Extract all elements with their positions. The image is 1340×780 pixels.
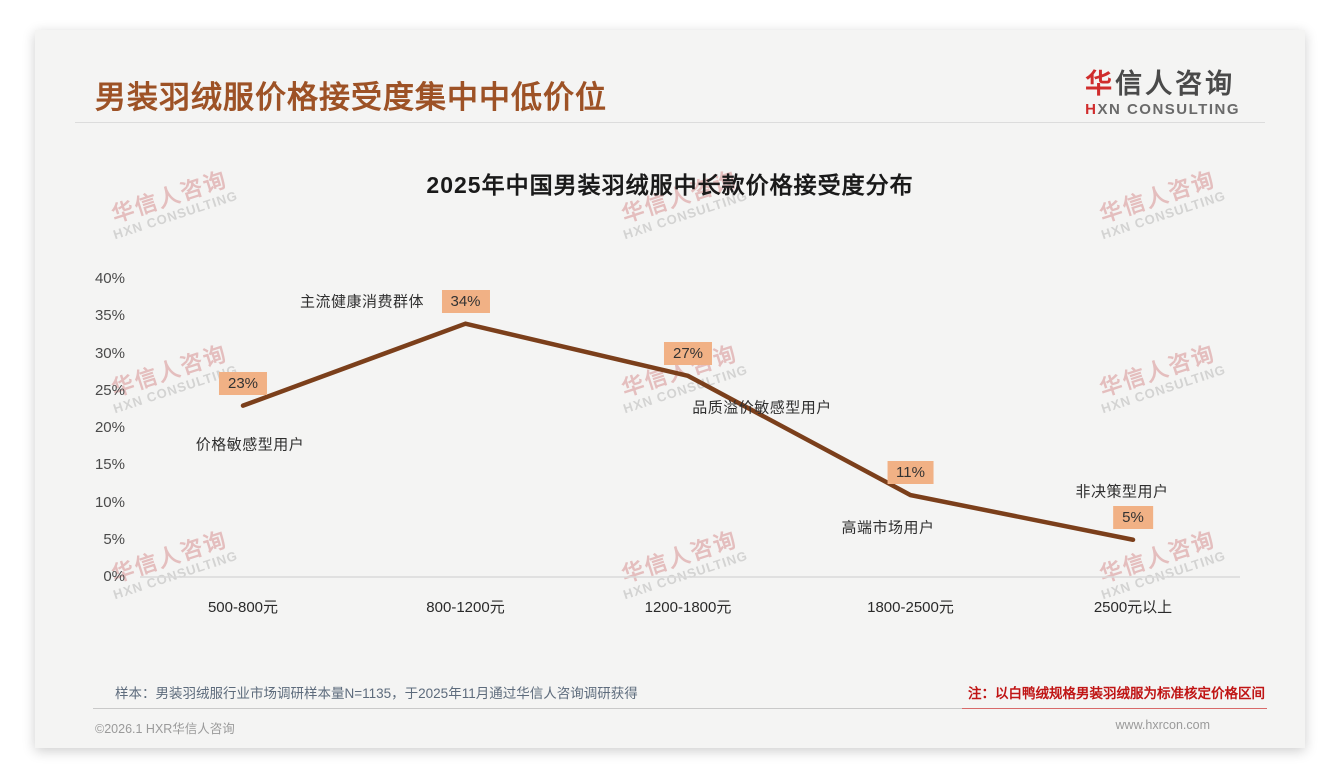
acceptance-line-series	[240, 321, 1136, 542]
company-logo: 华信人咨询 HXN CONSULTING	[1085, 62, 1240, 118]
x-axis-category-label: 800-1200元	[426, 599, 505, 616]
slide-card: 华信人咨询 HXN CONSULTING 华信人咨询 HXN CONSULTING 华信…	[35, 30, 1305, 748]
copyright-text: ©2026.1 HXR华信人咨询	[95, 722, 235, 736]
website-url: www.hxrcon.com	[1115, 718, 1210, 732]
logo-english-text: HXN CONSULTING	[1085, 101, 1240, 118]
y-axis-tick-label: 15%	[94, 456, 125, 474]
x-axis-category-label: 1200-1800元	[644, 599, 732, 616]
header-divider	[75, 122, 1265, 123]
y-axis-tick-label: 30%	[94, 344, 125, 362]
data-label-badge: 5%	[1113, 505, 1153, 529]
segment-annotation: 高端市场用户	[841, 519, 935, 537]
x-axis-category-label: 2500元以上	[1093, 599, 1173, 616]
price-note-underline	[962, 708, 1267, 709]
y-axis-tick-label: 5%	[103, 530, 125, 548]
y-axis-tick-label: 40%	[94, 270, 125, 287]
sample-footnote: 样本：男装羽绒服行业市场调研样本量N=1135，于2025年11月通过华信人咨询…	[115, 686, 638, 701]
footer-divider	[93, 708, 1267, 709]
y-axis-tick-label: 0%	[103, 568, 125, 585]
price-standard-note: 注：以白鸭绒规格男装羽绒服为标准核定价格区间	[968, 686, 1265, 701]
chart-title: 2025年中国男装羽绒服中长款价格接受度分布	[426, 172, 914, 198]
segment-annotation: 主流健康消费群体	[299, 293, 425, 311]
y-axis-tick-label: 35%	[94, 307, 125, 325]
segment-annotation: 非决策型用户	[1075, 483, 1169, 501]
y-axis-tick-label: 20%	[94, 419, 125, 436]
line-chart	[140, 321, 1240, 578]
logo-chinese-text: 华信人咨询	[1085, 69, 1236, 99]
data-label-badge: 27%	[663, 341, 713, 365]
data-label-badge: 23%	[218, 371, 268, 395]
y-axis-tick-label: 25%	[94, 381, 125, 399]
y-axis-tick-label: 10%	[94, 493, 125, 511]
data-label-badge: 11%	[887, 461, 934, 485]
x-axis-category-label: 500-800元	[207, 599, 279, 616]
data-label-badge: 34%	[441, 289, 490, 313]
x-axis-category-label: 1800-2500元	[867, 599, 954, 616]
segment-annotation: 价格敏感型用户	[195, 436, 305, 454]
page-title: 男装羽绒服价格接受度集中中低价位	[95, 80, 607, 115]
segment-annotation: 品质溢价敏感型用户	[692, 399, 832, 417]
